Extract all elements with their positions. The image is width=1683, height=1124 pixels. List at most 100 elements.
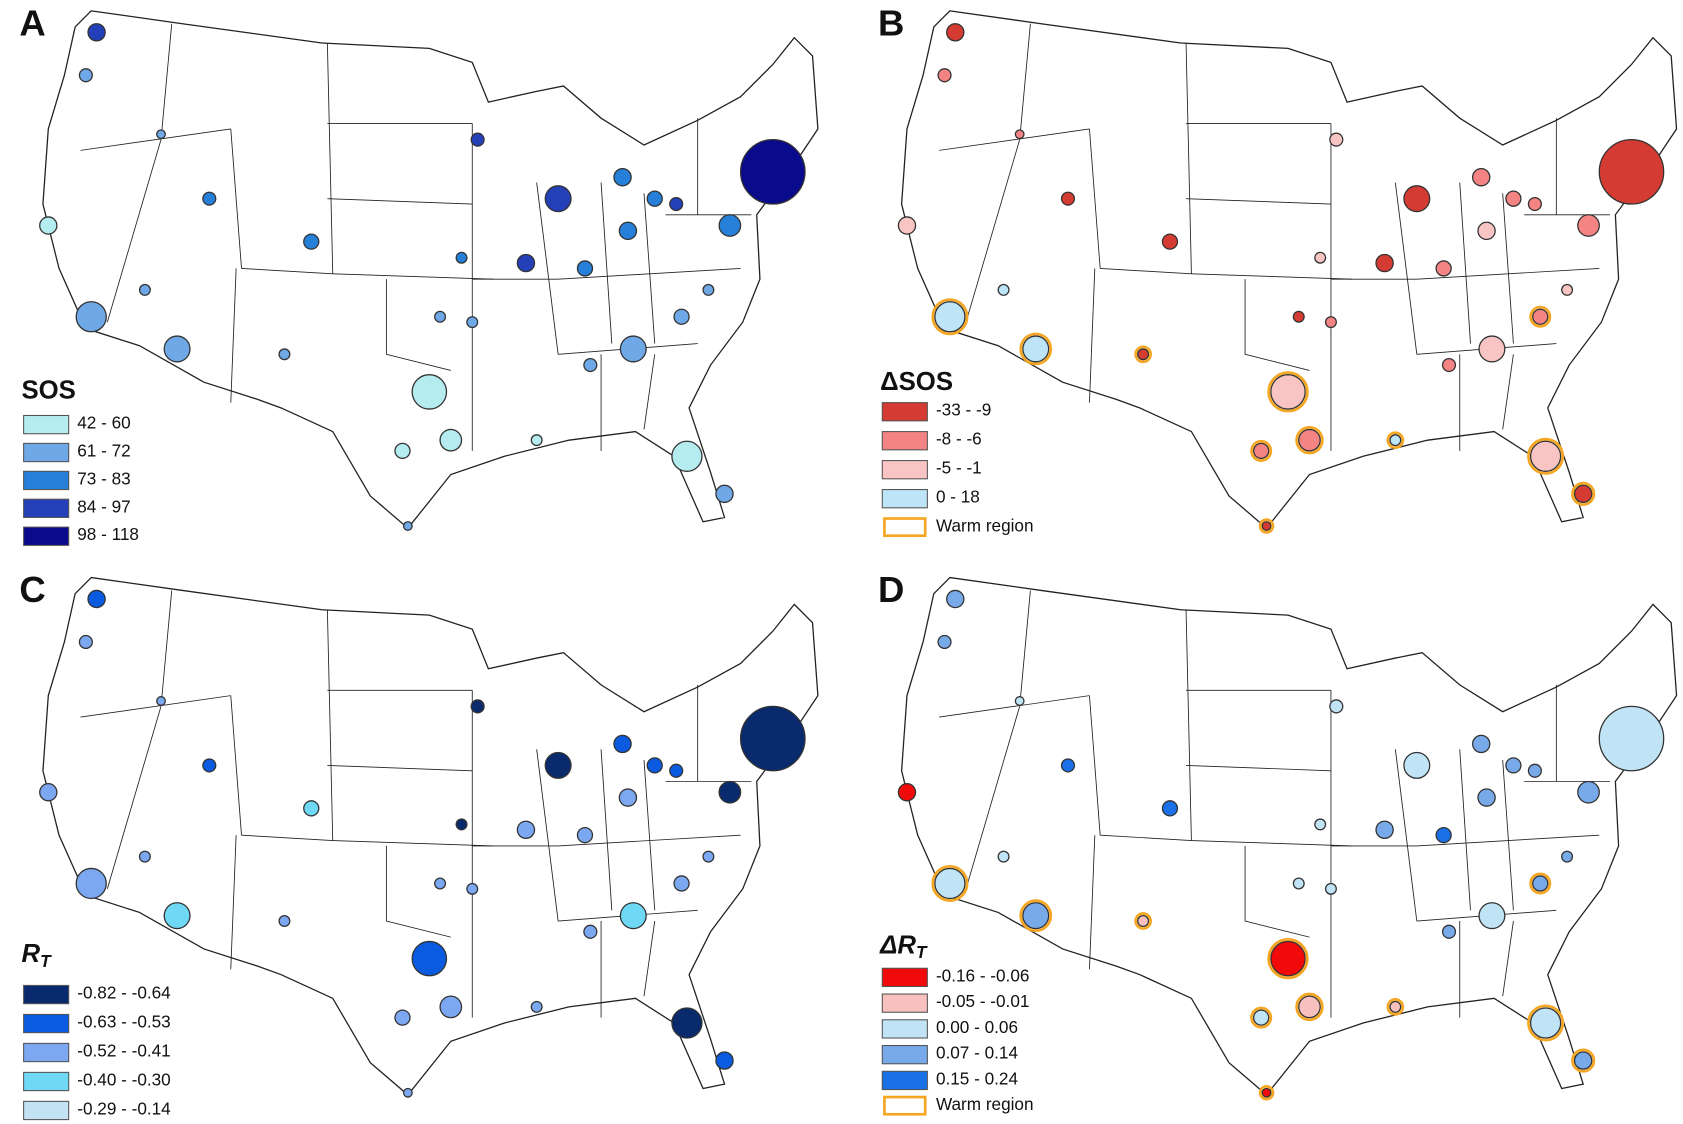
- region-blob: [87, 23, 106, 42]
- panel-label: C: [19, 569, 45, 610]
- region-blob: [1022, 335, 1050, 363]
- region-blob: [673, 308, 690, 325]
- region-blob: [671, 440, 703, 472]
- region-blob: [618, 221, 638, 241]
- region-blob: [163, 335, 191, 363]
- state-border: [326, 43, 334, 274]
- region-blob: [75, 301, 107, 333]
- warm-region: [1258, 518, 1275, 534]
- region-blob: [78, 634, 93, 650]
- legend-swatch: [23, 414, 70, 435]
- state-border: [1089, 835, 1096, 970]
- legend-label: Warm region: [936, 516, 1034, 536]
- region-blob: [1375, 820, 1394, 840]
- map-panel: [897, 10, 1678, 534]
- region-blob: [1137, 348, 1150, 361]
- region-blob: [39, 216, 58, 235]
- state-border: [536, 182, 559, 355]
- state-border: [1186, 198, 1331, 205]
- region-blob: [1598, 138, 1665, 205]
- state-border: [1459, 182, 1471, 344]
- legend-swatch: [881, 1019, 928, 1039]
- region-blob: [1298, 428, 1321, 452]
- region-blob: [739, 705, 806, 772]
- warm-region: [1571, 481, 1596, 506]
- legend-label: 0.15 - 0.24: [936, 1068, 1018, 1088]
- region-blob: [530, 1000, 543, 1013]
- region-blob: [1324, 316, 1337, 329]
- region-blob: [739, 138, 806, 205]
- state-border: [1191, 840, 1353, 847]
- legend-swatch: [881, 1070, 928, 1091]
- state-border: [1502, 193, 1514, 344]
- panel-label: B: [878, 3, 904, 44]
- region-blob: [156, 696, 166, 706]
- warm-region: [1529, 872, 1552, 895]
- legend-swatch: [23, 470, 70, 491]
- legend-swatch: [23, 1042, 70, 1063]
- legend-title: ΔRT: [879, 932, 928, 962]
- warm-region: [1295, 425, 1324, 455]
- us-outline: [42, 10, 819, 530]
- state-border: [80, 695, 231, 718]
- region-blob: [576, 260, 594, 277]
- legend-label: 73 - 83: [77, 468, 130, 488]
- warm-region: [1267, 937, 1309, 980]
- region-blob: [1022, 902, 1050, 930]
- region-blob: [997, 850, 1010, 863]
- state-border: [1502, 920, 1514, 997]
- warm-region: [1134, 345, 1152, 364]
- state-border: [643, 920, 656, 997]
- legend-swatch: [881, 431, 928, 451]
- legend-swatch: [23, 498, 70, 518]
- panel-label: D: [878, 569, 904, 610]
- region-blob: [87, 589, 106, 609]
- legend-label: 84 - 97: [77, 496, 130, 516]
- state-border: [643, 193, 656, 344]
- legend-swatch: [23, 442, 70, 463]
- state-border: [326, 609, 334, 841]
- state-border: [1394, 182, 1418, 355]
- region-blob: [439, 995, 463, 1019]
- region-blob: [202, 758, 217, 773]
- legend-swatch: [883, 517, 927, 538]
- region-blob: [946, 23, 965, 42]
- legend-title-sub: T: [40, 950, 52, 970]
- legend-swatch: [883, 1095, 927, 1116]
- region-blob: [411, 940, 448, 977]
- region-blob: [278, 915, 291, 928]
- region-blob: [455, 251, 468, 264]
- region-blob: [619, 335, 647, 363]
- warm-region: [1529, 305, 1552, 328]
- region-blob: [1329, 132, 1344, 147]
- state-border: [385, 279, 451, 371]
- panel-label: A: [19, 3, 45, 44]
- region-blob: [1478, 335, 1506, 363]
- state-border: [1089, 128, 1101, 269]
- region-blob: [1527, 196, 1542, 212]
- legend-label: -0.05 - -0.01: [936, 991, 1029, 1011]
- region-blob: [202, 191, 217, 206]
- region-blob: [394, 442, 411, 460]
- region-blob: [1014, 696, 1025, 706]
- region-blob: [1477, 788, 1496, 807]
- state-border: [327, 198, 473, 205]
- state-border: [1185, 609, 1192, 841]
- region-blob: [1060, 191, 1076, 206]
- region-blob: [516, 820, 536, 840]
- region-blob: [163, 902, 191, 930]
- region-blob: [470, 132, 485, 147]
- legend-label: -8 - -6: [936, 429, 982, 449]
- legend-swatch: [881, 967, 928, 988]
- state-border: [1191, 273, 1353, 280]
- legend-title: ΔSOS: [880, 368, 953, 396]
- region-blob: [78, 68, 93, 83]
- region-blob: [1403, 185, 1431, 213]
- region-blob: [411, 374, 448, 410]
- region-blob: [138, 283, 151, 296]
- state-border: [230, 835, 237, 970]
- state-border: [1100, 834, 1192, 841]
- region-blob: [1478, 902, 1506, 930]
- warm-region: [1019, 899, 1053, 933]
